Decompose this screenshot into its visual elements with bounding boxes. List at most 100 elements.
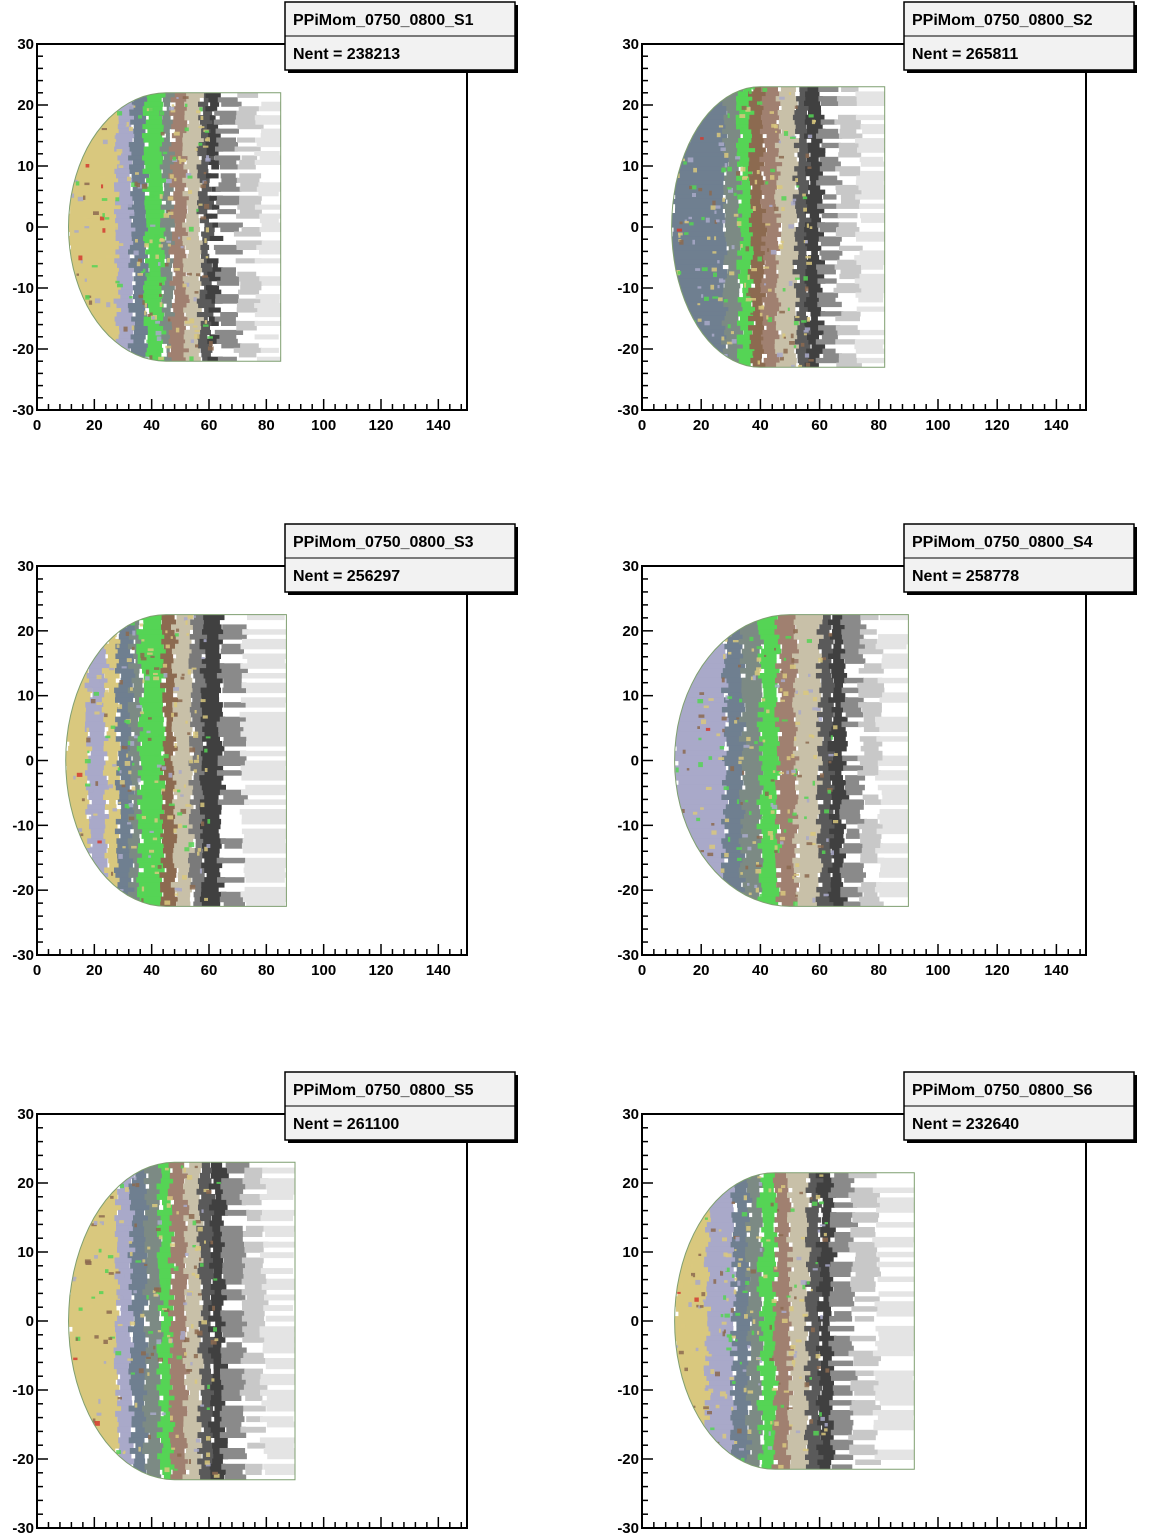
band-cell <box>747 1187 760 1193</box>
band-cell <box>220 1236 243 1243</box>
band-cell <box>132 1474 149 1480</box>
y-tick-label: -20 <box>12 882 34 899</box>
band-cell <box>162 142 173 148</box>
band-cell <box>740 828 766 835</box>
band-cell <box>775 721 799 728</box>
band-cell <box>183 334 204 340</box>
band-cell <box>175 814 194 820</box>
band-cell <box>184 329 205 335</box>
x-tick-label: 120 <box>368 417 393 434</box>
band-cell <box>65 750 88 757</box>
band-cell <box>794 339 812 345</box>
band-cell <box>169 1389 189 1396</box>
band-cell <box>844 658 866 664</box>
band-cell <box>793 619 825 625</box>
band-cell <box>89 677 108 684</box>
band-cell <box>240 285 262 291</box>
band-cell <box>133 1215 151 1222</box>
band-cell <box>89 648 112 655</box>
band-cell <box>798 745 822 752</box>
band-cell <box>203 624 222 630</box>
band-cell <box>197 334 208 340</box>
band-cell <box>807 203 822 209</box>
band-cell <box>725 804 748 810</box>
density-speckle <box>774 845 778 850</box>
band-cell <box>183 164 204 170</box>
band-cell <box>736 1405 748 1411</box>
density-speckle <box>183 784 187 788</box>
band-cell <box>710 1395 733 1401</box>
band-cell <box>188 760 204 766</box>
band-cell <box>132 1225 146 1232</box>
band-cell <box>799 297 810 303</box>
y-tick-label: 0 <box>26 753 34 770</box>
density-speckle <box>678 843 683 848</box>
band-cell <box>114 209 137 215</box>
band-cell <box>143 294 168 300</box>
band-cell <box>68 271 129 277</box>
band-cell <box>172 235 192 241</box>
band-cell <box>750 1261 762 1268</box>
band-cell <box>187 1225 200 1232</box>
band-cell <box>212 1278 228 1285</box>
band-cell <box>673 86 731 92</box>
band-cell <box>726 901 741 907</box>
band-cell <box>120 1294 132 1301</box>
band-cell <box>774 629 798 635</box>
band-cell <box>185 312 199 318</box>
band-cell <box>68 227 122 233</box>
band-cell <box>69 711 88 718</box>
band-cell <box>133 276 151 282</box>
band-cell <box>226 1426 246 1433</box>
band-cell <box>219 334 237 340</box>
density-speckle <box>696 817 701 822</box>
band-cell <box>129 146 147 152</box>
density-speckle <box>196 208 199 212</box>
band-cell <box>68 276 126 282</box>
band-cell <box>70 101 127 107</box>
band-cell <box>263 1241 295 1248</box>
band-cell <box>189 867 206 873</box>
band-cell <box>114 1231 138 1237</box>
density-speckle <box>682 158 685 162</box>
band-cell <box>676 1375 718 1381</box>
band-cell <box>163 1315 173 1322</box>
band-cell <box>674 1454 722 1460</box>
band-cell <box>137 789 162 796</box>
band-cell <box>804 208 825 214</box>
band-cell <box>118 195 133 201</box>
band-cell <box>779 306 796 312</box>
density-speckle <box>207 1384 210 1389</box>
band-cell <box>173 262 187 268</box>
band-cell <box>201 882 225 888</box>
band-cell <box>68 1432 119 1438</box>
band-cell <box>779 891 801 898</box>
y-tick-label: -10 <box>617 280 639 297</box>
band-cell <box>723 872 747 878</box>
x-tick-label: 0 <box>638 962 646 979</box>
band-cell <box>172 119 188 125</box>
band-cell <box>146 222 169 228</box>
density-speckle <box>769 111 774 114</box>
band-cell <box>145 1236 162 1243</box>
band-cell <box>127 707 142 713</box>
band-cell <box>792 114 814 121</box>
density-speckle <box>108 1272 114 1275</box>
band-cell <box>750 259 765 265</box>
band-cell <box>170 1474 189 1480</box>
plot-area <box>67 1161 296 1481</box>
band-cell <box>197 1178 212 1185</box>
band-cell <box>189 799 208 805</box>
band-cell <box>749 1410 766 1416</box>
density-speckle <box>77 1192 82 1196</box>
band-cell <box>169 280 185 286</box>
entries-count: Nent = 265811 <box>912 46 1018 63</box>
band-cell <box>776 702 798 708</box>
band-cell <box>816 901 835 907</box>
band-cell <box>131 677 143 684</box>
histogram-title: PPiMom_0750_0800_S2 <box>912 12 1093 29</box>
band-cell <box>162 97 176 103</box>
band-cell <box>819 624 832 630</box>
band-cell <box>799 843 823 849</box>
band-cell <box>762 789 777 796</box>
